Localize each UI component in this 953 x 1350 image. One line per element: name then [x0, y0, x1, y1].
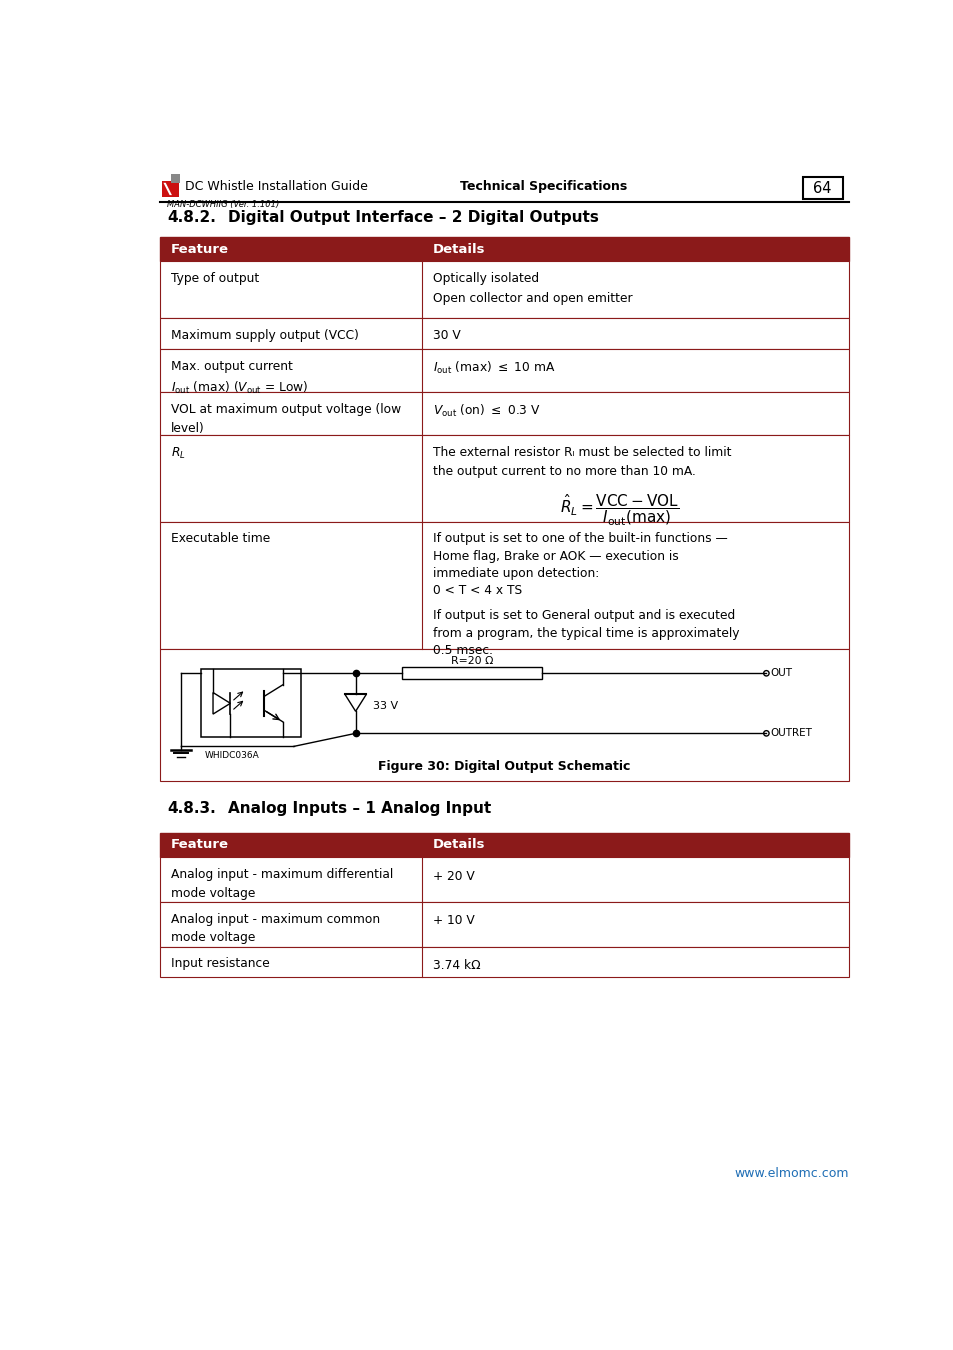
Text: 0 < T < 4 x TS: 0 < T < 4 x TS — [433, 585, 521, 597]
Text: + 20 V: + 20 V — [433, 869, 475, 883]
Polygon shape — [163, 182, 172, 196]
Text: Type of output: Type of output — [171, 273, 259, 285]
Text: $R_L$: $R_L$ — [171, 446, 186, 462]
Text: from a program, the typical time is approximately: from a program, the typical time is appr… — [433, 626, 739, 640]
Polygon shape — [344, 694, 366, 711]
Text: 3.74 kΩ: 3.74 kΩ — [433, 958, 480, 972]
Text: 64: 64 — [813, 181, 831, 196]
Bar — [402, 667, 541, 679]
Text: Max. output current
$I_{\mathrm{out}}$ (max) ($V_{\mathrm{out}}$ = Low): Max. output current $I_{\mathrm{out}}$ (… — [171, 360, 309, 396]
Text: The external resistor Rₗ must be selected to limit: The external resistor Rₗ must be selecte… — [433, 446, 731, 459]
Text: R=20 Ω: R=20 Ω — [450, 656, 493, 666]
Text: 0.5 msec.: 0.5 msec. — [433, 644, 493, 657]
Bar — [159, 521, 848, 648]
Text: Input resistance: Input resistance — [171, 957, 270, 971]
Bar — [159, 902, 848, 946]
Bar — [159, 833, 848, 857]
Text: $V_{\mathrm{out}}$ (on) $\leq$ 0.3 V: $V_{\mathrm{out}}$ (on) $\leq$ 0.3 V — [433, 404, 540, 418]
Text: 4.8.2.: 4.8.2. — [167, 211, 216, 225]
Text: Figure 30: Digital Output Schematic: Figure 30: Digital Output Schematic — [377, 760, 630, 774]
Bar — [159, 435, 848, 521]
Bar — [159, 350, 848, 393]
Polygon shape — [162, 181, 179, 197]
Text: Maximum supply output (VCC): Maximum supply output (VCC) — [171, 329, 358, 342]
Text: Feature: Feature — [171, 838, 229, 852]
Text: Optically isolated: Optically isolated — [433, 273, 538, 285]
Text: Analog input - maximum differential
mode voltage: Analog input - maximum differential mode… — [171, 868, 393, 899]
Text: 30 V: 30 V — [433, 329, 460, 342]
Bar — [159, 236, 848, 262]
Text: OUTRET: OUTRET — [769, 729, 811, 738]
Text: Executable time: Executable time — [171, 532, 270, 545]
Text: OUT: OUT — [769, 668, 791, 678]
Text: VOL at maximum output voltage (low
level): VOL at maximum output voltage (low level… — [171, 404, 401, 435]
Text: DC Whistle Installation Guide: DC Whistle Installation Guide — [185, 180, 368, 193]
Text: Analog Inputs – 1 Analog Input: Analog Inputs – 1 Analog Input — [228, 802, 491, 817]
Text: MAN-DCWHIIG (Ver. 1.101): MAN-DCWHIIG (Ver. 1.101) — [167, 200, 279, 209]
Polygon shape — [171, 174, 180, 182]
Polygon shape — [213, 693, 230, 714]
Text: Feature: Feature — [171, 243, 229, 255]
Bar — [159, 857, 848, 902]
Text: immediate upon detection:: immediate upon detection: — [433, 567, 598, 580]
Bar — [159, 648, 848, 782]
Text: $I_{\mathrm{out}}$ (max) $\leq$ 10 mA: $I_{\mathrm{out}}$ (max) $\leq$ 10 mA — [433, 360, 556, 377]
Text: WHIDC036A: WHIDC036A — [204, 751, 259, 760]
Text: Details: Details — [433, 243, 485, 255]
Bar — [159, 319, 848, 350]
Text: + 10 V: + 10 V — [433, 914, 475, 927]
Text: Analog input - maximum common
mode voltage: Analog input - maximum common mode volta… — [171, 913, 380, 944]
Bar — [159, 393, 848, 435]
Text: Technical Specifications: Technical Specifications — [459, 180, 626, 193]
Text: 33 V: 33 V — [373, 702, 397, 711]
Bar — [200, 670, 301, 737]
Bar — [159, 262, 848, 319]
Bar — [159, 946, 848, 977]
Text: $\hat{R}_L = \dfrac{\mathrm{VCC-VOL}}{I_{\mathrm{out}}(\mathrm{max})}$: $\hat{R}_L = \dfrac{\mathrm{VCC-VOL}}{I_… — [559, 493, 679, 528]
Text: Home flag, Brake or AOK — execution is: Home flag, Brake or AOK — execution is — [433, 549, 679, 563]
Text: If output is set to one of the built-in functions —: If output is set to one of the built-in … — [433, 532, 727, 545]
Text: Details: Details — [433, 838, 485, 852]
FancyBboxPatch shape — [802, 177, 842, 198]
Text: If output is set to General output and is executed: If output is set to General output and i… — [433, 609, 735, 622]
Text: 4.8.3.: 4.8.3. — [167, 802, 215, 817]
Text: www.elmomc.com: www.elmomc.com — [734, 1166, 848, 1180]
Text: Digital Output Interface – 2 Digital Outputs: Digital Output Interface – 2 Digital Out… — [228, 211, 598, 225]
Text: Open collector and open emitter: Open collector and open emitter — [433, 292, 632, 305]
Text: the output current to no more than 10 mA.: the output current to no more than 10 mA… — [433, 464, 696, 478]
